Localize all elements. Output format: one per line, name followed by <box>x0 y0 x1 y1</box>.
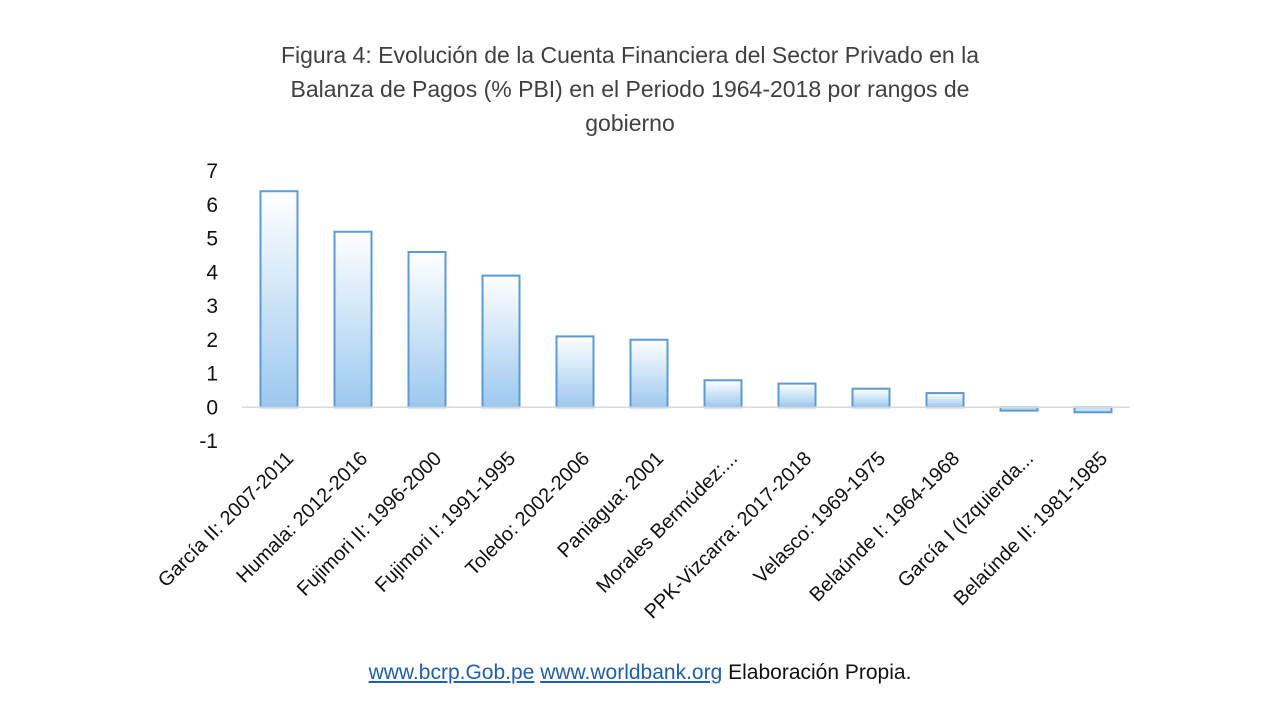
y-tick-label: 6 <box>206 194 218 217</box>
source-suffix: Elaboración Propia. <box>728 661 912 684</box>
source-link-bcrp[interactable]: www.bcrp.Gob.pe <box>368 661 535 684</box>
y-tick-label: 3 <box>206 295 218 318</box>
x-tick-label: Morales Bermúdez:... <box>592 448 742 598</box>
bar <box>333 230 373 409</box>
bar <box>777 382 817 409</box>
bar <box>851 387 891 409</box>
source-link-worldbank[interactable]: www.worldbank.org <box>540 661 723 684</box>
x-tick-label: Velasco: 1969-1975 <box>750 448 891 589</box>
chart-title-line: gobierno <box>585 110 675 136</box>
y-axis-labels: -1 0 1 2 3 4 5 6 7 <box>199 160 218 453</box>
y-tick-label: -1 <box>199 430 218 453</box>
y-tick-label: 7 <box>206 160 218 183</box>
bar <box>259 190 299 409</box>
x-tick-label: Toledo: 2002-2006 <box>461 448 594 581</box>
y-tick-label: 1 <box>206 363 218 386</box>
bar <box>481 274 521 409</box>
source-note: www.bcrp.Gob.pe www.worldbank.org Elabor… <box>0 661 1280 685</box>
x-tick-label: García II: 2007-2011 <box>154 448 298 592</box>
bar <box>407 251 447 409</box>
bar <box>1073 406 1113 414</box>
chart-title-line: Balanza de Pagos (% PBI) en el Periodo 1… <box>290 76 970 102</box>
bar <box>925 392 965 409</box>
x-tick-label: Fujimori I: 1991-1995 <box>371 448 520 597</box>
y-tick-label: 0 <box>206 396 218 419</box>
x-tick-label: García I (Izquierda... <box>894 448 1038 592</box>
bar <box>629 338 669 409</box>
x-tick-label: Humala: 2012-2016 <box>232 448 372 588</box>
bar <box>555 335 595 409</box>
y-tick-label: 4 <box>206 261 218 284</box>
bars <box>259 190 1113 414</box>
y-tick-label: 2 <box>206 329 218 352</box>
chart-title: Figura 4: Evolución de la Cuenta Financi… <box>220 38 1040 140</box>
bar <box>703 379 743 409</box>
x-tick-label: Fujimori II: 1996-2000 <box>293 448 446 601</box>
y-tick-label: 5 <box>206 228 218 251</box>
x-tick-label: Belaúnde I: 1964-1968 <box>805 448 964 607</box>
x-tick-label: Belaúnde II: 1981-1985 <box>950 448 1113 611</box>
chart-title-line: Figura 4: Evolución de la Cuenta Financi… <box>280 42 980 68</box>
